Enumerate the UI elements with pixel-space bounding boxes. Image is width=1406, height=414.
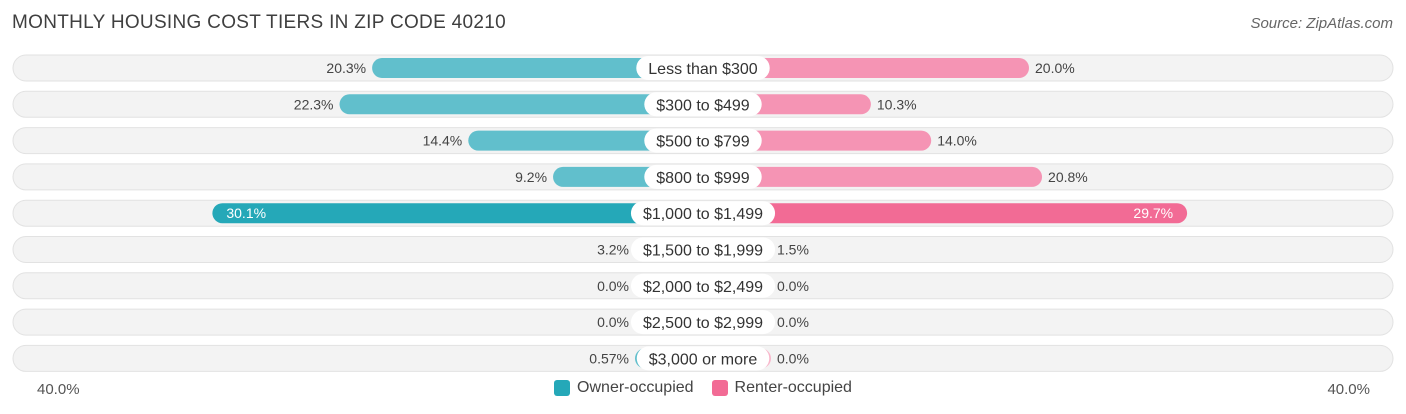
category-pill (630, 201, 776, 226)
category-pill (644, 92, 762, 117)
value-label-owner: 0.0% (597, 314, 629, 330)
value-label-owner: 22.3% (294, 96, 334, 112)
category-pill (644, 128, 762, 153)
category-label: $2,500 to $2,999 (643, 315, 763, 332)
category-pill (630, 273, 776, 298)
bar-owner (339, 94, 703, 115)
category-label: $3,000 or more (649, 351, 758, 368)
bar-owner (468, 130, 703, 151)
value-label-renter: 10.3% (877, 96, 917, 112)
legend-swatch-owner (554, 380, 571, 396)
value-label-renter: 20.0% (1035, 60, 1075, 76)
value-label-owner: 0.0% (597, 278, 629, 294)
category-pill (636, 56, 770, 80)
value-label-owner: 0.57% (589, 350, 629, 366)
value-label-owner: 14.4% (423, 133, 463, 149)
legend-label-owner: Owner-occupied (577, 379, 694, 396)
bar-renter (703, 58, 1029, 78)
category-label: $1,500 to $1,999 (643, 243, 763, 260)
value-label-renter: 0.0% (777, 314, 809, 330)
category-label: $500 to $799 (656, 134, 750, 151)
bar-owner (372, 58, 703, 78)
category-pill (630, 310, 776, 335)
category-pill (630, 237, 776, 262)
bar-owner (212, 203, 703, 224)
category-pill (644, 164, 762, 189)
value-label-owner: 3.2% (597, 242, 629, 258)
category-label: $800 to $999 (656, 170, 750, 187)
value-label-owner: 30.1% (226, 205, 266, 221)
diverging-bar-chart: Less than $300 20.3% 20.0% $300 to $499 22.3… (12, 54, 1394, 372)
legend-label-renter: Renter-occupied (734, 379, 852, 396)
bar-renter (703, 203, 1188, 224)
legend-item-owner: Owner-occupied (554, 379, 694, 397)
value-label-renter: 14.0% (937, 133, 977, 149)
category-label: $2,000 to $2,499 (643, 279, 763, 296)
axis-right-label: 40.0% (1327, 381, 1370, 398)
category-label: Less than $300 (648, 61, 758, 78)
legend-swatch-renter (711, 380, 728, 396)
value-label-renter: 20.8% (1048, 169, 1088, 185)
legend: Owner-occupied Renter-occupied (0, 379, 1406, 397)
value-label-owner: 20.3% (326, 60, 366, 76)
value-label-owner: 9.2% (515, 169, 547, 185)
chart-title: MONTHLY HOUSING COST TIERS IN ZIP CODE 4… (12, 12, 506, 33)
legend-item-renter: Renter-occupied (711, 379, 852, 397)
axis-left-label: 40.0% (37, 381, 80, 398)
value-label-renter: 0.0% (777, 350, 809, 366)
value-label-renter: 0.0% (777, 278, 809, 294)
category-pill (636, 346, 770, 371)
bar-renter (703, 166, 1043, 187)
category-label: $1,000 to $1,499 (643, 206, 763, 223)
category-label: $300 to $499 (656, 97, 750, 114)
source-note: Source: ZipAtlas.com (1250, 15, 1393, 32)
value-label-renter: 1.5% (777, 242, 809, 258)
value-label-renter: 29.7% (1133, 205, 1173, 221)
